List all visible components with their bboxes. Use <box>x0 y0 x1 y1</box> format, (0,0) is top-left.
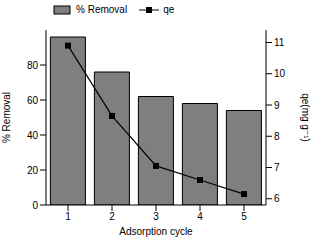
svg-text:60: 60 <box>27 95 39 106</box>
svg-text:% Removal: % Removal <box>8 92 12 143</box>
svg-text:8: 8 <box>274 131 280 142</box>
svg-text:3: 3 <box>153 211 159 222</box>
svg-text:9: 9 <box>274 100 280 111</box>
svg-text:10: 10 <box>274 68 286 79</box>
html-text:% Removal: % Removal <box>76 4 128 15</box>
svg-text:11: 11 <box>274 37 285 48</box>
svg-text:5: 5 <box>241 211 247 222</box>
svg-text:7: 7 <box>274 162 280 173</box>
svg-text:Adsorption cycle: Adsorption cycle <box>119 226 193 237</box>
svg-text:0: 0 <box>32 200 38 211</box>
svg-text:qe(mg g⁻¹): qe(mg g⁻¹) <box>300 93 304 142</box>
svg-text:4: 4 <box>197 211 203 222</box>
svg-text:1: 1 <box>65 211 71 222</box>
svg-text:40: 40 <box>27 130 39 141</box>
html-text:qe: qe <box>163 4 175 15</box>
svg-text:2: 2 <box>109 211 115 222</box>
svg-text:20: 20 <box>27 165 39 176</box>
svg-text:80: 80 <box>27 60 39 71</box>
svg-text:6: 6 <box>274 193 280 204</box>
